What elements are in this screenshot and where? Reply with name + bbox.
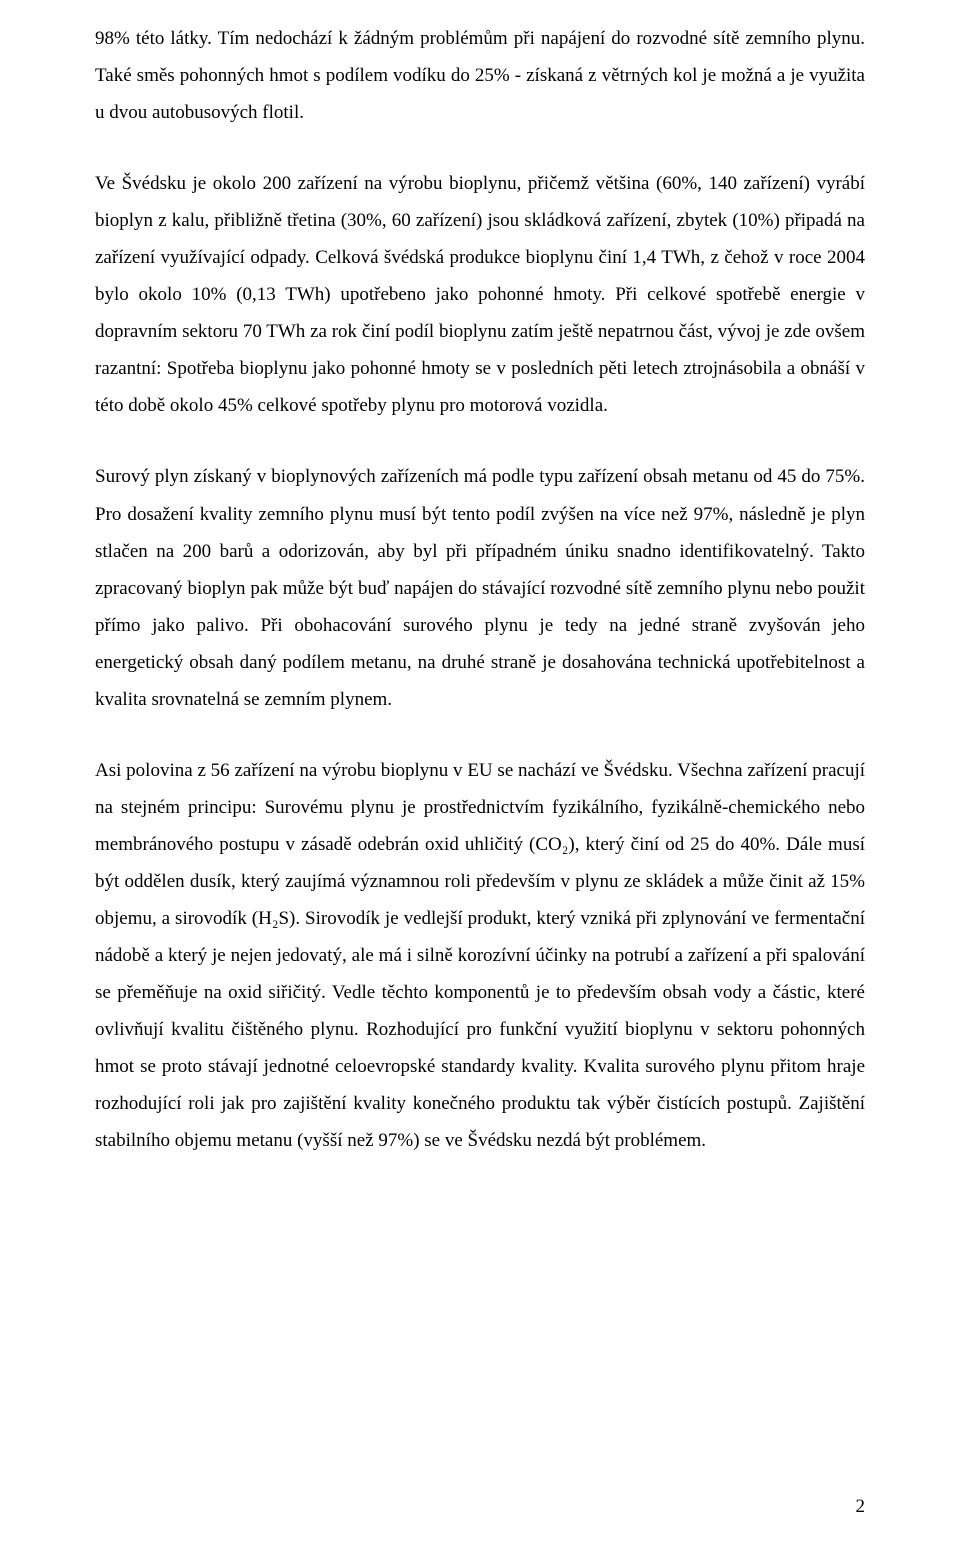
paragraph-1: 98% této látky. Tím nedochází k žádným p…	[95, 20, 865, 131]
document-page: 98% této látky. Tím nedochází k žádným p…	[0, 0, 960, 1543]
paragraph-4: Asi polovina z 56 zařízení na výrobu bio…	[95, 752, 865, 1160]
paragraph-2: Ve Švédsku je okolo 200 zařízení na výro…	[95, 165, 865, 424]
paragraph-3: Surový plyn získaný v bioplynových zaříz…	[95, 458, 865, 717]
page-number: 2	[856, 1488, 866, 1525]
